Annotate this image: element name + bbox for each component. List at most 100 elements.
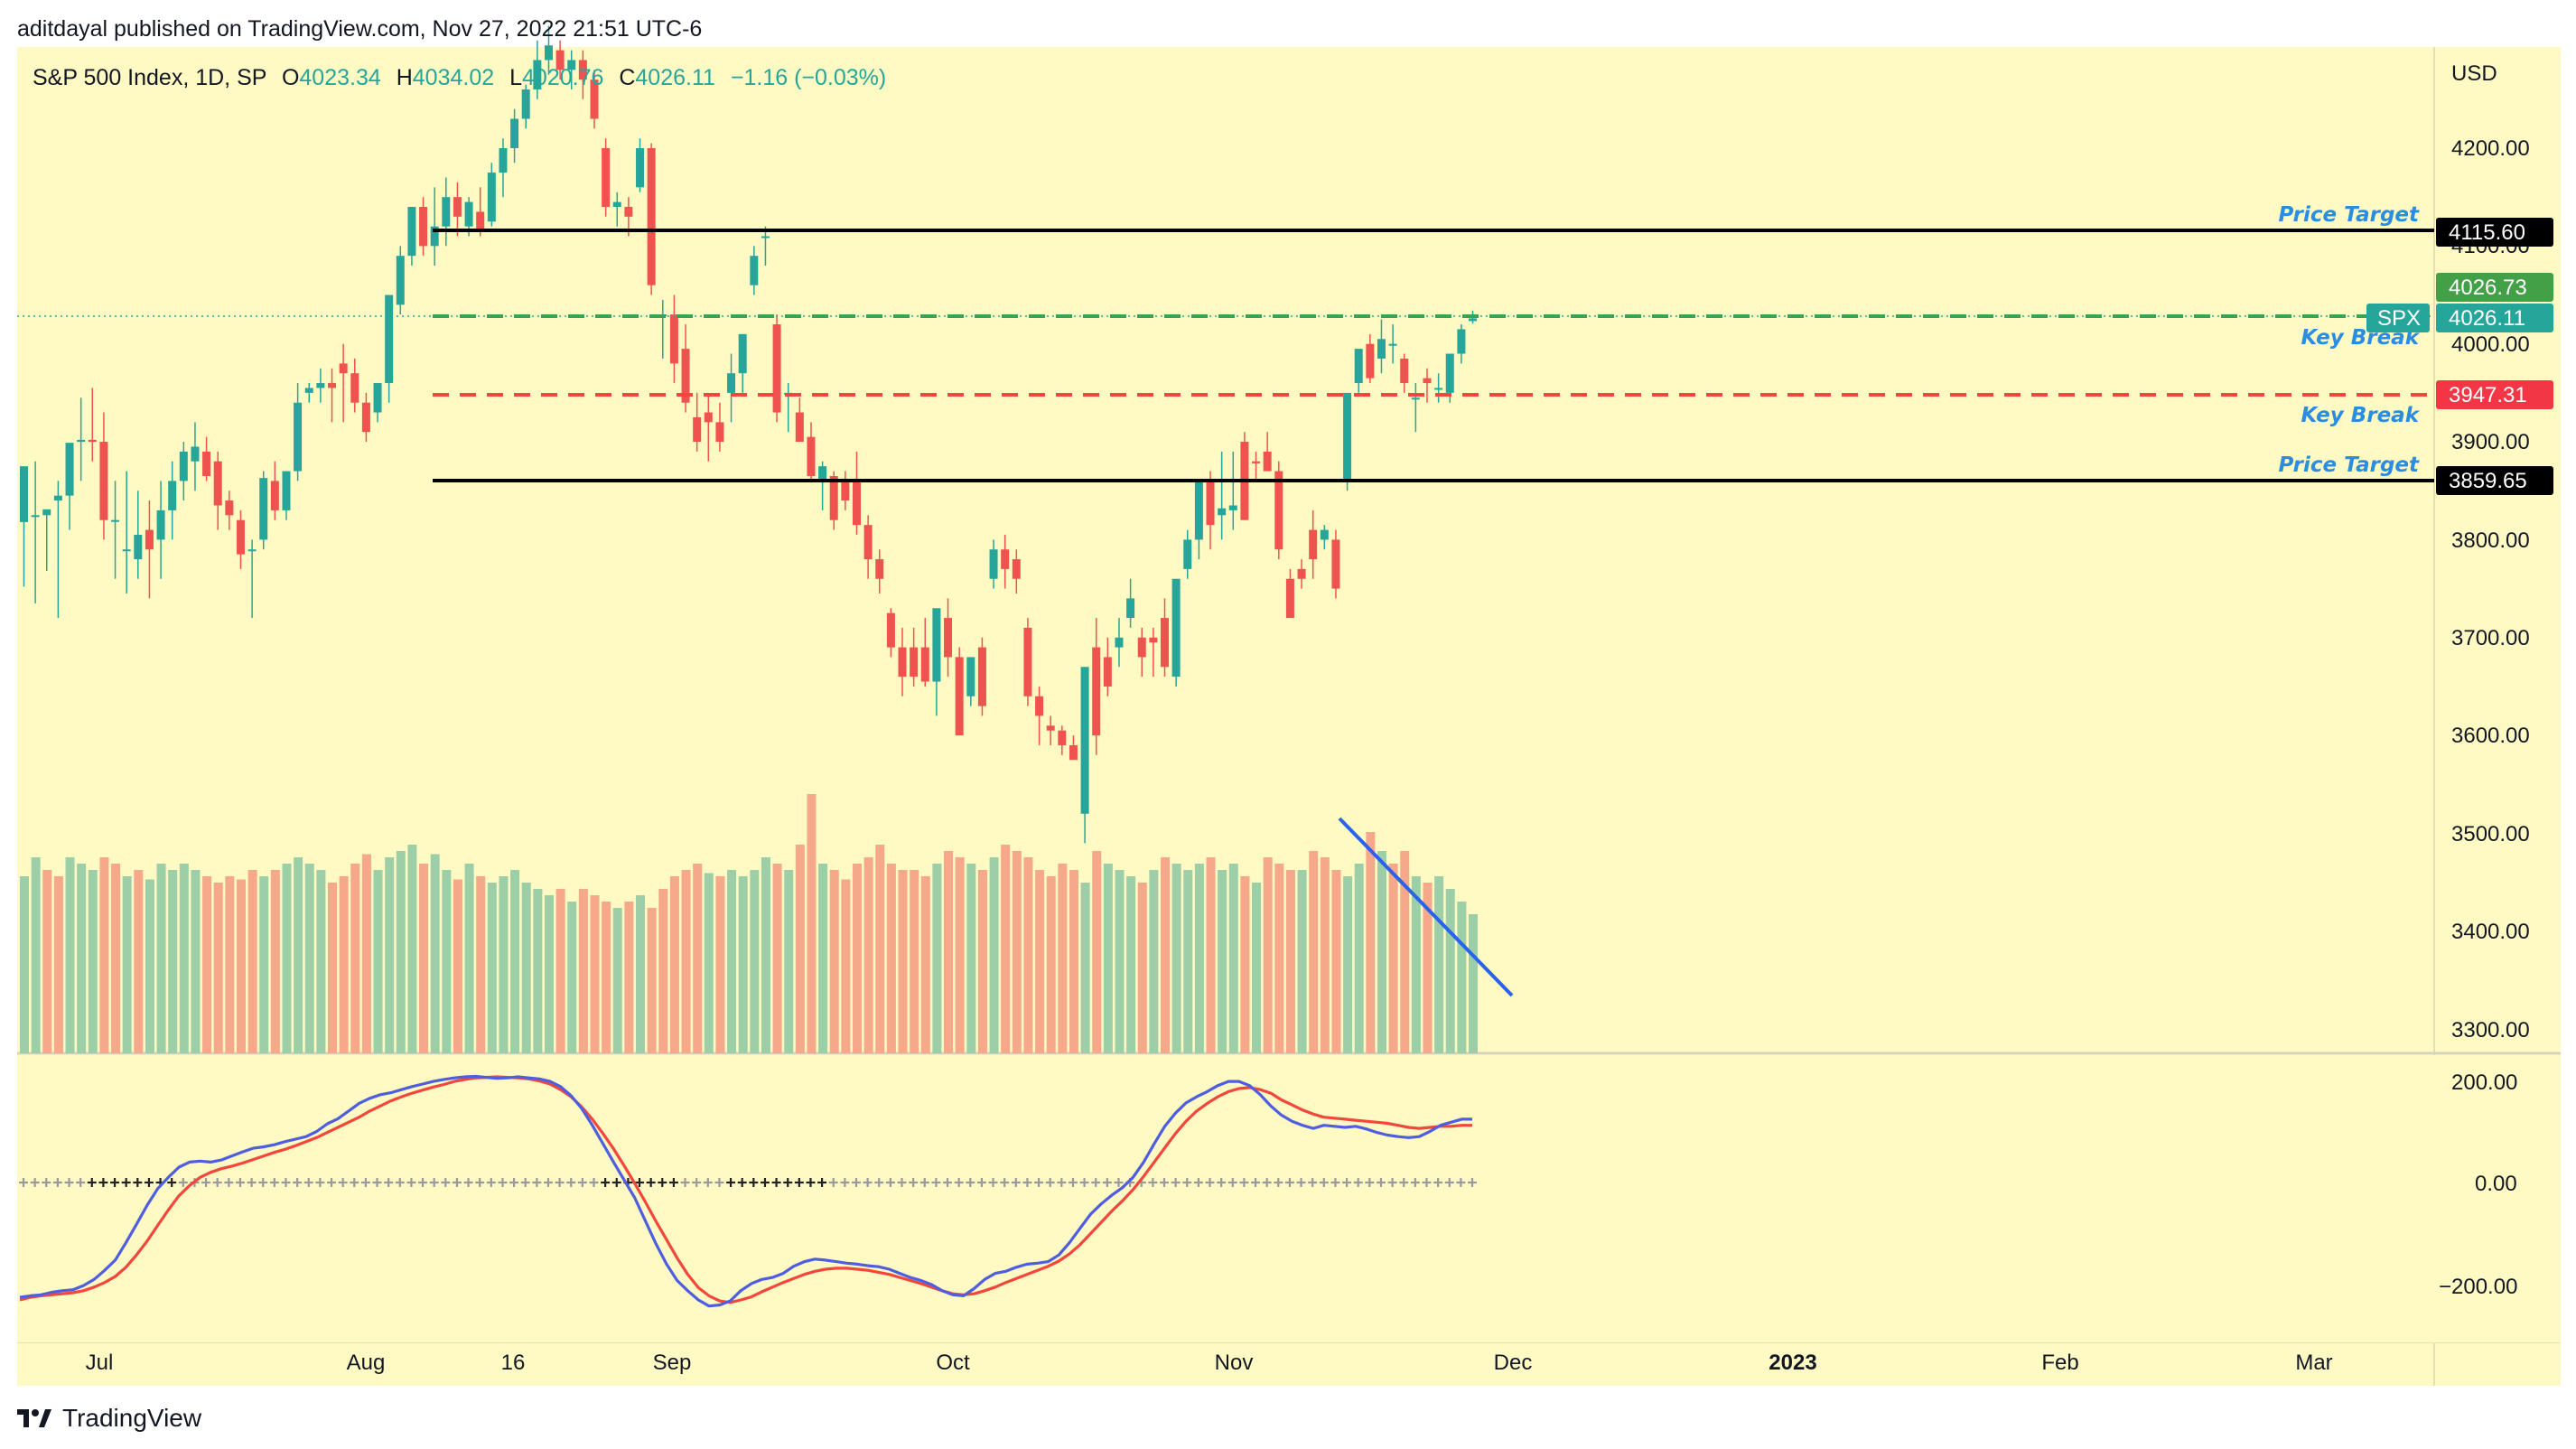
candle[interactable] [1001,534,1010,589]
candle[interactable] [88,388,97,462]
last-close-badge[interactable]: 4026.73 [2436,273,2553,302]
candle[interactable] [852,451,861,535]
candle[interactable] [156,481,165,579]
candle[interactable] [1115,618,1124,668]
price-axis-bg[interactable] [2434,47,2561,1053]
candle[interactable] [1411,383,1420,433]
candle[interactable] [213,451,222,530]
candle[interactable] [567,50,576,89]
candle[interactable] [407,207,416,266]
candle[interactable] [704,392,713,462]
candle[interactable] [750,246,759,295]
candle[interactable] [578,50,587,99]
candle[interactable] [282,471,291,520]
candle[interactable] [202,436,211,481]
candle[interactable] [955,647,964,736]
candle[interactable] [145,500,154,599]
candle[interactable] [1252,451,1261,481]
candle[interactable] [1137,627,1146,678]
candle[interactable] [602,138,611,217]
candle[interactable] [1161,598,1169,678]
candle[interactable] [944,598,953,678]
candle[interactable] [99,412,108,540]
candle[interactable] [1126,578,1135,628]
candle[interactable] [1069,735,1078,761]
candle[interactable] [1400,353,1409,393]
candle[interactable] [1240,432,1249,520]
candle[interactable] [636,138,645,192]
candle[interactable] [373,383,382,423]
candle[interactable] [31,461,40,603]
price-target-upper-label[interactable]: Price Target [2279,203,2421,227]
candle[interactable] [396,246,405,315]
candle[interactable] [1366,333,1375,384]
candle[interactable] [1434,373,1443,403]
candle[interactable] [910,627,919,687]
candle[interactable] [977,637,986,716]
candle[interactable] [20,466,28,587]
candle[interactable] [1457,324,1466,364]
candle[interactable] [225,491,234,530]
candle[interactable] [715,402,724,452]
candle[interactable] [875,549,884,594]
candle[interactable] [1023,618,1032,706]
candle[interactable] [772,314,781,423]
candle[interactable] [1103,637,1112,696]
price-target-upper-badge[interactable]: 4115.60 [2436,218,2553,247]
candle[interactable] [555,40,565,80]
candle[interactable] [350,358,359,413]
candle[interactable] [1343,392,1352,491]
candle[interactable] [1171,578,1181,687]
candle[interactable] [669,294,678,384]
candle[interactable] [510,108,519,164]
candle[interactable] [1149,627,1158,678]
candle[interactable] [419,197,428,257]
candle[interactable] [1218,451,1227,540]
candle[interactable] [544,25,553,75]
candle[interactable] [1263,432,1272,472]
candle[interactable] [795,397,804,443]
candle[interactable] [612,192,621,227]
candle[interactable] [259,471,268,550]
candle[interactable] [168,461,177,540]
candle[interactable] [236,509,245,569]
candle[interactable] [1285,568,1294,619]
symbol-title[interactable]: S&P 500 Index, 1D, SP [33,65,266,90]
candle[interactable] [738,333,747,393]
candle[interactable] [328,368,337,423]
candle[interactable] [533,40,542,99]
candle[interactable] [1228,451,1237,530]
stoch-k-line[interactable] [19,1074,1472,1308]
candle[interactable] [385,294,394,403]
candle[interactable] [476,187,485,237]
tradingview-branding[interactable]: TradingView [17,1404,201,1433]
price-target-lower-label[interactable]: Price Target [2279,453,2421,477]
candle[interactable] [818,461,827,510]
candle[interactable] [1423,368,1432,403]
candle[interactable] [134,491,143,579]
candle[interactable] [989,539,998,589]
candle[interactable] [1274,461,1283,560]
candle[interactable] [521,84,530,129]
candle[interactable] [1309,509,1318,579]
candle[interactable] [339,343,348,423]
candle[interactable] [65,443,74,530]
time-axis-bg[interactable] [17,1342,2434,1386]
candle[interactable] [1297,559,1306,589]
candle[interactable] [693,392,702,452]
candle[interactable] [898,627,907,696]
volume-trend-line[interactable] [1338,817,1514,997]
candle[interactable] [1058,725,1067,755]
candle[interactable] [487,163,496,227]
candle[interactable] [932,608,941,716]
candle[interactable] [1012,549,1021,594]
candle[interactable] [430,187,439,266]
candle[interactable] [1331,529,1340,599]
candle[interactable] [77,397,86,481]
candle[interactable] [1206,471,1215,550]
candle[interactable] [1194,481,1203,560]
candle[interactable] [1320,525,1329,550]
candle[interactable] [191,422,200,491]
candle[interactable] [1046,715,1055,745]
candle[interactable] [590,70,599,129]
